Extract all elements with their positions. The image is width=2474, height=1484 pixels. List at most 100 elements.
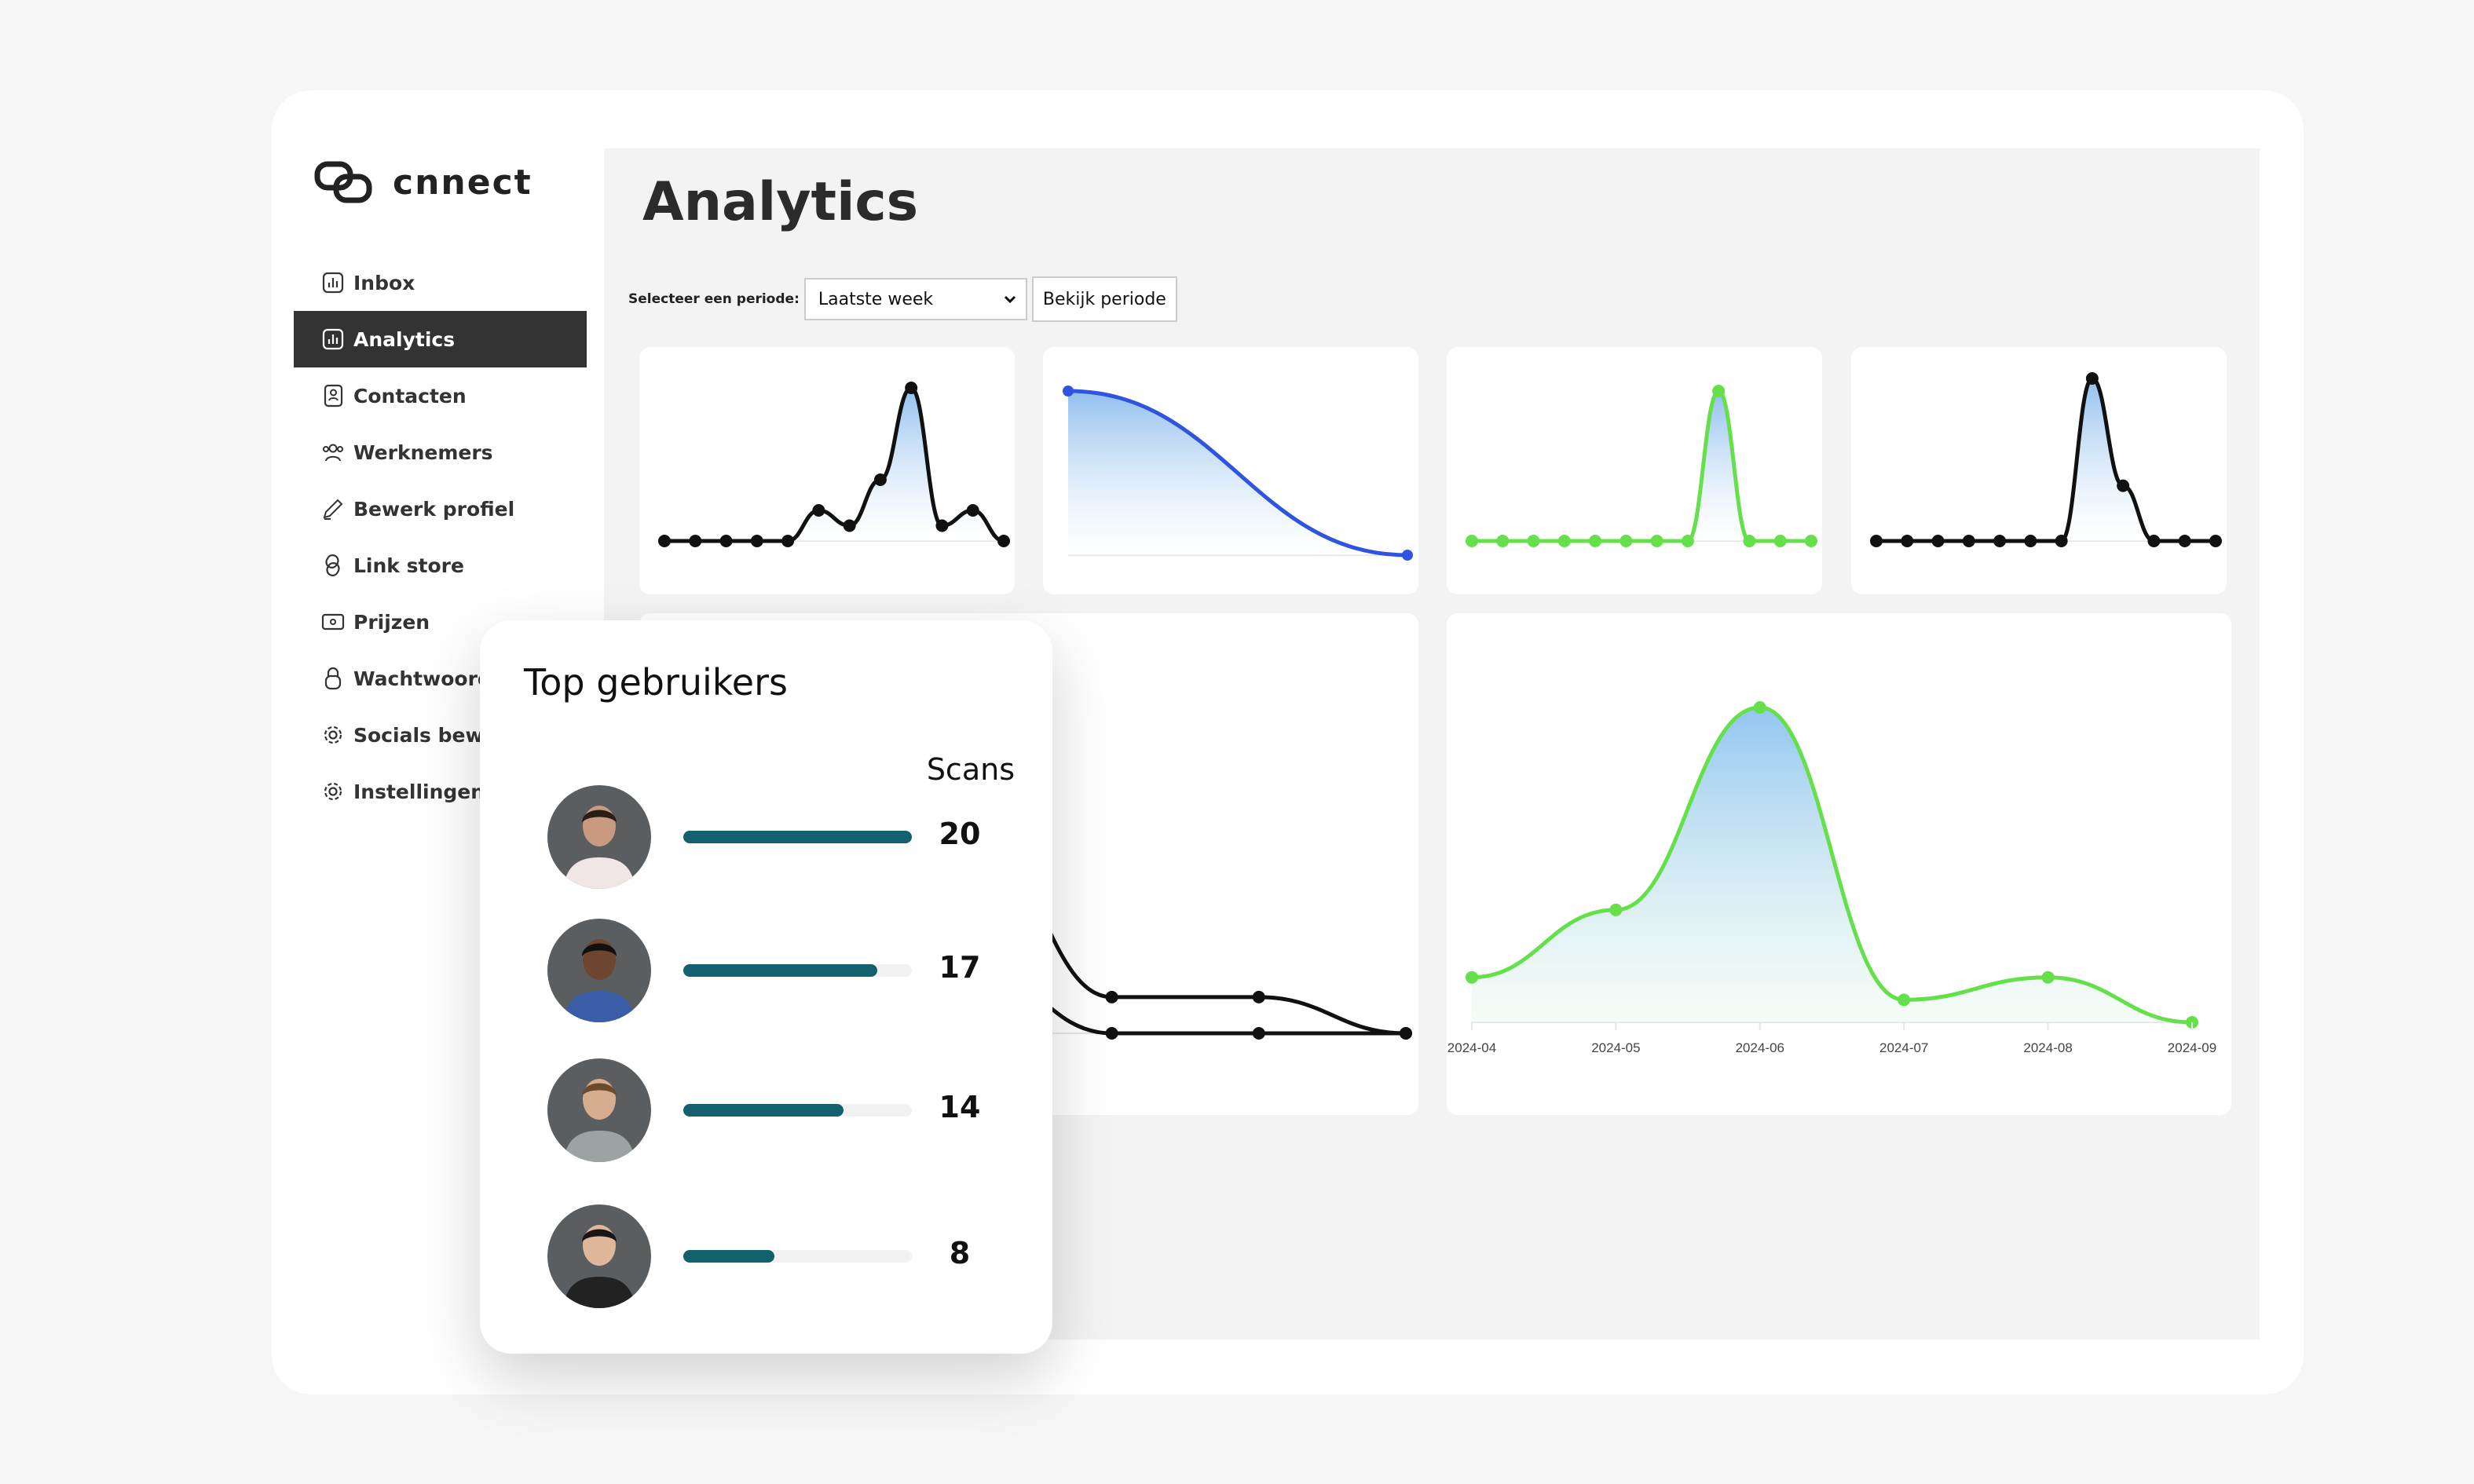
data-point[interactable]	[1753, 701, 1766, 714]
data-point[interactable]	[658, 535, 671, 547]
data-point[interactable]	[1870, 535, 1883, 547]
chevron-down-icon	[1004, 295, 1016, 304]
data-point[interactable]	[1743, 535, 1756, 547]
data-point[interactable]	[1557, 535, 1571, 547]
sidebar-item-socials-bewe[interactable]: Socials bewe	[294, 707, 587, 763]
scan-count: 14	[939, 1090, 981, 1124]
series-line	[1876, 376, 2216, 543]
data-point[interactable]	[2147, 535, 2161, 547]
data-point[interactable]	[2041, 970, 2055, 984]
top-users-card: Top gebruikers Scans 20 17 14 8	[480, 620, 1052, 1354]
data-point[interactable]	[1105, 1027, 1118, 1040]
scan-bar-fill	[683, 964, 878, 977]
data-point[interactable]	[812, 504, 825, 517]
avatar	[547, 785, 651, 889]
top-user-row[interactable]: 17	[547, 919, 1019, 1022]
data-point[interactable]	[1681, 535, 1694, 547]
data-point[interactable]	[1466, 535, 1478, 547]
data-point[interactable]	[1712, 385, 1726, 397]
data-point[interactable]	[966, 504, 979, 517]
data-point[interactable]	[843, 519, 856, 532]
data-point[interactable]	[1105, 990, 1118, 1003]
logo[interactable]: cnnect	[314, 161, 532, 203]
data-point[interactable]	[1805, 535, 1817, 547]
data-point[interactable]	[1252, 990, 1265, 1003]
data-point[interactable]	[1063, 386, 1074, 397]
sidebar-item-label: Link store	[353, 554, 464, 577]
data-point[interactable]	[2024, 535, 2037, 547]
x-tick-label: 2024-04	[1447, 1040, 1496, 1055]
top-user-row[interactable]: 8	[547, 1204, 1019, 1308]
scan-count: 8	[949, 1236, 971, 1270]
top-user-row[interactable]: 14	[547, 1058, 1019, 1162]
avatar	[547, 919, 651, 1022]
data-point[interactable]	[1402, 550, 1413, 561]
data-point[interactable]	[750, 535, 763, 547]
data-point[interactable]	[2117, 479, 2130, 492]
avatar	[547, 1058, 651, 1162]
sidebar-item-label: Instellingen	[353, 780, 485, 803]
pencil-icon	[323, 499, 343, 520]
data-point[interactable]	[1619, 535, 1633, 547]
data-point[interactable]	[1650, 535, 1663, 547]
chart-panel-1	[639, 347, 1015, 594]
data-point[interactable]	[1400, 1027, 1412, 1040]
data-point[interactable]	[1466, 970, 1478, 984]
gear-icon	[324, 726, 342, 744]
data-point[interactable]	[1589, 535, 1602, 547]
scan-bar	[683, 964, 912, 977]
chart-2	[1063, 386, 1413, 561]
data-point[interactable]	[2055, 535, 2068, 547]
data-point[interactable]	[1901, 535, 1914, 547]
scan-bar	[683, 831, 912, 843]
period-select-value: Laatste week	[818, 289, 934, 309]
data-point[interactable]	[2085, 372, 2099, 385]
sidebar-item-label: Analytics	[353, 327, 456, 351]
period-label: Selecteer een periode:	[628, 291, 800, 307]
lock-icon	[324, 667, 342, 690]
brand-name: cnnect	[393, 162, 532, 203]
data-point[interactable]	[1773, 535, 1787, 547]
sidebar-item-instellingen[interactable]: Instellingen	[294, 763, 587, 820]
view-period-button[interactable]: Bekijk periode	[1031, 276, 1177, 322]
data-point[interactable]	[1898, 993, 1911, 1007]
chart-3	[1466, 385, 1817, 547]
page-title: Analytics	[642, 171, 919, 233]
sidebar-item-label: Contacten	[353, 384, 467, 408]
data-point[interactable]	[719, 535, 733, 547]
scan-bar-fill	[683, 831, 912, 843]
data-point[interactable]	[1993, 535, 2007, 547]
link-icon	[325, 554, 340, 576]
data-point[interactable]	[1527, 535, 1540, 547]
chart-panel-2	[1043, 347, 1418, 594]
chart-4	[1870, 372, 2222, 547]
sidebar-item-label: Prijzen	[353, 610, 430, 634]
data-point[interactable]	[1252, 1027, 1265, 1040]
data-point[interactable]	[1609, 903, 1623, 916]
sidebar-item-contacten[interactable]: Contacten	[294, 367, 587, 424]
series-line	[1472, 389, 1811, 543]
sidebar-item-werknemers[interactable]: Werknemers	[294, 424, 587, 481]
data-point[interactable]	[781, 535, 795, 547]
area-fill	[1472, 707, 2192, 1022]
sidebar-item-prijzen[interactable]: Prijzen	[294, 594, 587, 650]
period-select[interactable]: Laatste week	[803, 278, 1027, 320]
data-point[interactable]	[2209, 535, 2222, 547]
sidebar-item-link-store[interactable]: Link store	[294, 537, 587, 594]
data-point[interactable]	[935, 519, 949, 532]
data-point[interactable]	[2178, 535, 2191, 547]
data-point[interactable]	[873, 473, 887, 486]
x-tick-label: 2024-05	[1591, 1040, 1640, 1055]
data-point[interactable]	[1962, 535, 1975, 547]
sidebar-item-analytics[interactable]: Analytics	[294, 311, 587, 367]
data-point[interactable]	[1931, 535, 1945, 547]
data-point[interactable]	[689, 535, 702, 547]
top-users-title: Top gebruikers	[524, 661, 788, 704]
sidebar-item-inbox[interactable]: Inbox	[294, 254, 587, 311]
sidebar-item-bewerk-profiel[interactable]: Bewerk profiel	[294, 481, 587, 537]
top-user-row[interactable]: 20	[547, 785, 1019, 889]
series-line	[1067, 389, 1408, 557]
data-point[interactable]	[1496, 535, 1510, 547]
data-point[interactable]	[997, 535, 1010, 547]
data-point[interactable]	[905, 382, 918, 394]
